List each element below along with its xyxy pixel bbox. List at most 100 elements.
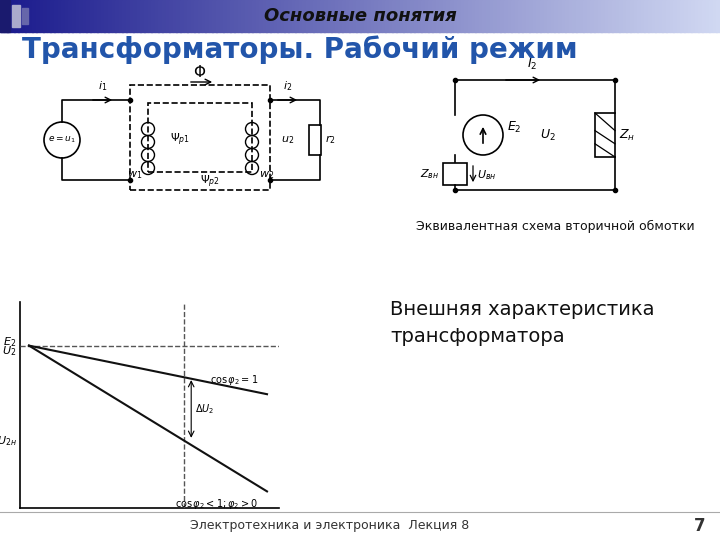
Bar xyxy=(295,0,300,32)
Text: $w_2$: $w_2$ xyxy=(259,169,274,181)
Bar xyxy=(418,0,422,32)
Text: $\Psi_{p2}$: $\Psi_{p2}$ xyxy=(200,174,220,190)
Bar xyxy=(454,0,458,32)
Bar xyxy=(72,0,76,32)
Bar xyxy=(695,0,699,32)
Bar xyxy=(245,0,249,32)
Bar xyxy=(587,0,591,32)
Bar xyxy=(515,0,519,32)
Bar xyxy=(558,0,562,32)
Bar xyxy=(637,0,642,32)
Bar xyxy=(169,0,174,32)
Bar xyxy=(320,0,325,32)
Bar xyxy=(464,0,469,32)
Bar xyxy=(396,0,400,32)
Bar xyxy=(526,0,530,32)
Bar xyxy=(536,0,541,32)
Bar xyxy=(425,0,429,32)
Bar xyxy=(317,0,321,32)
Bar xyxy=(302,0,307,32)
Bar xyxy=(309,125,321,155)
Bar xyxy=(43,0,48,32)
Bar xyxy=(490,0,494,32)
Bar xyxy=(14,0,19,32)
Bar xyxy=(230,0,235,32)
Text: Электротехника и электроника  Лекция 8: Электротехника и электроника Лекция 8 xyxy=(190,519,469,532)
Bar xyxy=(22,0,26,32)
Bar xyxy=(223,0,228,32)
Bar xyxy=(79,0,84,32)
Bar xyxy=(104,0,109,32)
Text: $U_{2н}$: $U_{2н}$ xyxy=(0,434,17,448)
Bar xyxy=(187,0,192,32)
Bar xyxy=(655,0,660,32)
Bar xyxy=(641,0,645,32)
Bar xyxy=(310,0,314,32)
Bar xyxy=(50,0,55,32)
Bar xyxy=(356,0,361,32)
Bar xyxy=(328,0,332,32)
Text: $U_2$: $U_2$ xyxy=(540,127,556,143)
Bar xyxy=(130,0,134,32)
Bar xyxy=(443,163,467,185)
Bar xyxy=(457,0,462,32)
Bar xyxy=(61,0,66,32)
Bar xyxy=(108,0,112,32)
Bar xyxy=(148,0,152,32)
Bar xyxy=(277,0,282,32)
Bar xyxy=(259,0,264,32)
Bar xyxy=(360,0,364,32)
Bar xyxy=(284,0,289,32)
Bar xyxy=(338,0,343,32)
Bar xyxy=(367,0,372,32)
Text: $\Delta U_2$: $\Delta U_2$ xyxy=(194,402,214,416)
Bar xyxy=(292,0,296,32)
Bar xyxy=(677,0,681,32)
Bar xyxy=(191,0,195,32)
Text: $\Phi$: $\Phi$ xyxy=(194,64,207,80)
Text: $r_2$: $r_2$ xyxy=(325,133,336,146)
Bar xyxy=(713,0,717,32)
Bar xyxy=(698,0,703,32)
Bar xyxy=(670,0,674,32)
Bar xyxy=(266,0,271,32)
Bar xyxy=(562,0,566,32)
Bar xyxy=(382,0,386,32)
Bar xyxy=(22,8,28,24)
Bar xyxy=(565,0,570,32)
Bar xyxy=(346,0,350,32)
Bar xyxy=(709,0,714,32)
Bar xyxy=(511,0,516,32)
Bar xyxy=(238,0,242,32)
Bar xyxy=(0,0,4,32)
Bar xyxy=(472,0,476,32)
Text: $u_2$: $u_2$ xyxy=(282,134,294,146)
Bar xyxy=(702,0,706,32)
Bar xyxy=(198,0,202,32)
Bar xyxy=(0,0,10,32)
Text: 7: 7 xyxy=(694,517,706,535)
Bar xyxy=(533,0,537,32)
Text: Эквивалентная схема вторичной обмотки: Эквивалентная схема вторичной обмотки xyxy=(415,220,694,233)
Bar xyxy=(662,0,667,32)
Bar xyxy=(158,0,163,32)
Bar xyxy=(680,0,685,32)
Bar xyxy=(86,0,91,32)
Bar xyxy=(58,0,62,32)
Bar xyxy=(580,0,584,32)
Bar xyxy=(612,0,616,32)
Bar xyxy=(7,0,12,32)
Bar xyxy=(576,0,580,32)
Text: Основные понятия: Основные понятия xyxy=(264,7,456,25)
Bar xyxy=(554,0,559,32)
Bar xyxy=(410,0,415,32)
Bar xyxy=(130,85,270,190)
Bar xyxy=(630,0,634,32)
Bar xyxy=(428,0,433,32)
Bar xyxy=(313,0,318,32)
Bar xyxy=(371,0,375,32)
Text: $i_1$: $i_1$ xyxy=(99,79,108,93)
Bar xyxy=(252,0,256,32)
Bar xyxy=(65,0,69,32)
Text: $\cos\varphi_2{=}1$: $\cos\varphi_2{=}1$ xyxy=(210,373,258,387)
